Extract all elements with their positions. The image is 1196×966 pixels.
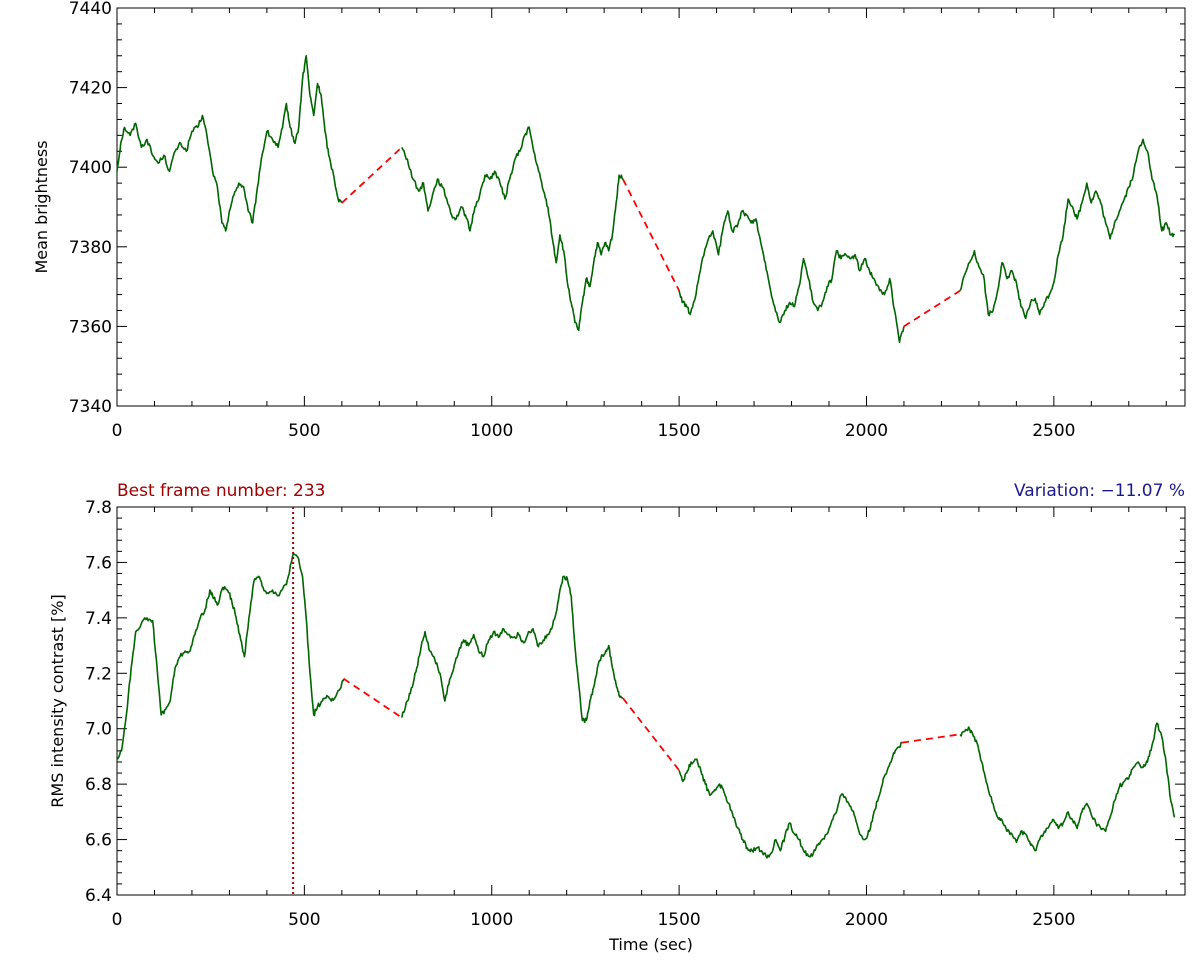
x-tick-label: 1000 [470, 421, 513, 441]
rms-contrast-panel: 0 500 1000 1500 2000 2500 6.4 6.6 6.8 7.0 7.2 7.4 7.… [48, 481, 1186, 954]
x-tick-label: 1500 [657, 421, 700, 441]
y-tick-label: 7360 [69, 317, 112, 337]
x-tick-label: 500 [288, 421, 320, 441]
y-tick-label: 7400 [69, 158, 112, 178]
x-tick-label: 0 [112, 421, 123, 441]
x-tick-label: 2500 [1032, 910, 1075, 930]
y-tick-label: 6.8 [85, 775, 112, 795]
x-tick-label: 500 [288, 910, 320, 930]
top-plot-frame [116, 7, 1186, 407]
x-tick-label: 2000 [845, 910, 888, 930]
data-series-line [116, 54, 343, 232]
data-series-line [678, 209, 905, 344]
y-tick-label: 7.4 [85, 609, 112, 629]
gap-interpolation-line [622, 178, 680, 292]
y-tick-label: 6.6 [85, 831, 112, 851]
y-tick-label: 7380 [69, 238, 112, 258]
y-tick-label: 7.8 [85, 498, 112, 518]
data-series-line [678, 741, 903, 859]
y-tick-label: 7.2 [85, 664, 112, 684]
bottom-y-axis-title: RMS intensity contrast [%] [48, 594, 67, 807]
y-tick-label: 7440 [69, 0, 112, 19]
x-tick-label: 2500 [1032, 421, 1075, 441]
variation-annotation: Variation: −11.07 % [1014, 481, 1185, 501]
data-series-line [959, 138, 1176, 320]
y-tick-label: 7.6 [85, 553, 112, 573]
mean-brightness-panel: 0 500 1000 1500 2000 2500 7340 7360 7380 7400 7420… [32, 0, 1186, 441]
data-series-line [401, 575, 624, 724]
y-tick-label: 6.4 [85, 886, 112, 906]
gap-interpolation-line [901, 733, 961, 744]
y-tick-label: 7420 [69, 79, 112, 99]
x-axis-title: Time (sec) [608, 935, 693, 954]
x-tick-label: 1000 [470, 910, 513, 930]
y-tick-label: 7340 [69, 397, 112, 417]
y-tick-label: 7.0 [85, 720, 112, 740]
data-series-line [401, 126, 624, 332]
gap-interpolation-line [622, 697, 680, 771]
gap-interpolation-line [341, 146, 403, 204]
bottom-plot-frame [116, 506, 1186, 896]
best-frame-annotation: Best frame number: 233 [117, 481, 326, 501]
data-series-line [959, 722, 1176, 852]
top-y-axis-title: Mean brightness [32, 140, 51, 273]
data-series-line [116, 553, 345, 760]
gap-interpolation-line [343, 678, 403, 719]
gap-interpolation-line [903, 289, 961, 328]
x-tick-label: 0 [112, 910, 123, 930]
x-tick-label: 2000 [845, 421, 888, 441]
x-tick-label: 1500 [657, 910, 700, 930]
